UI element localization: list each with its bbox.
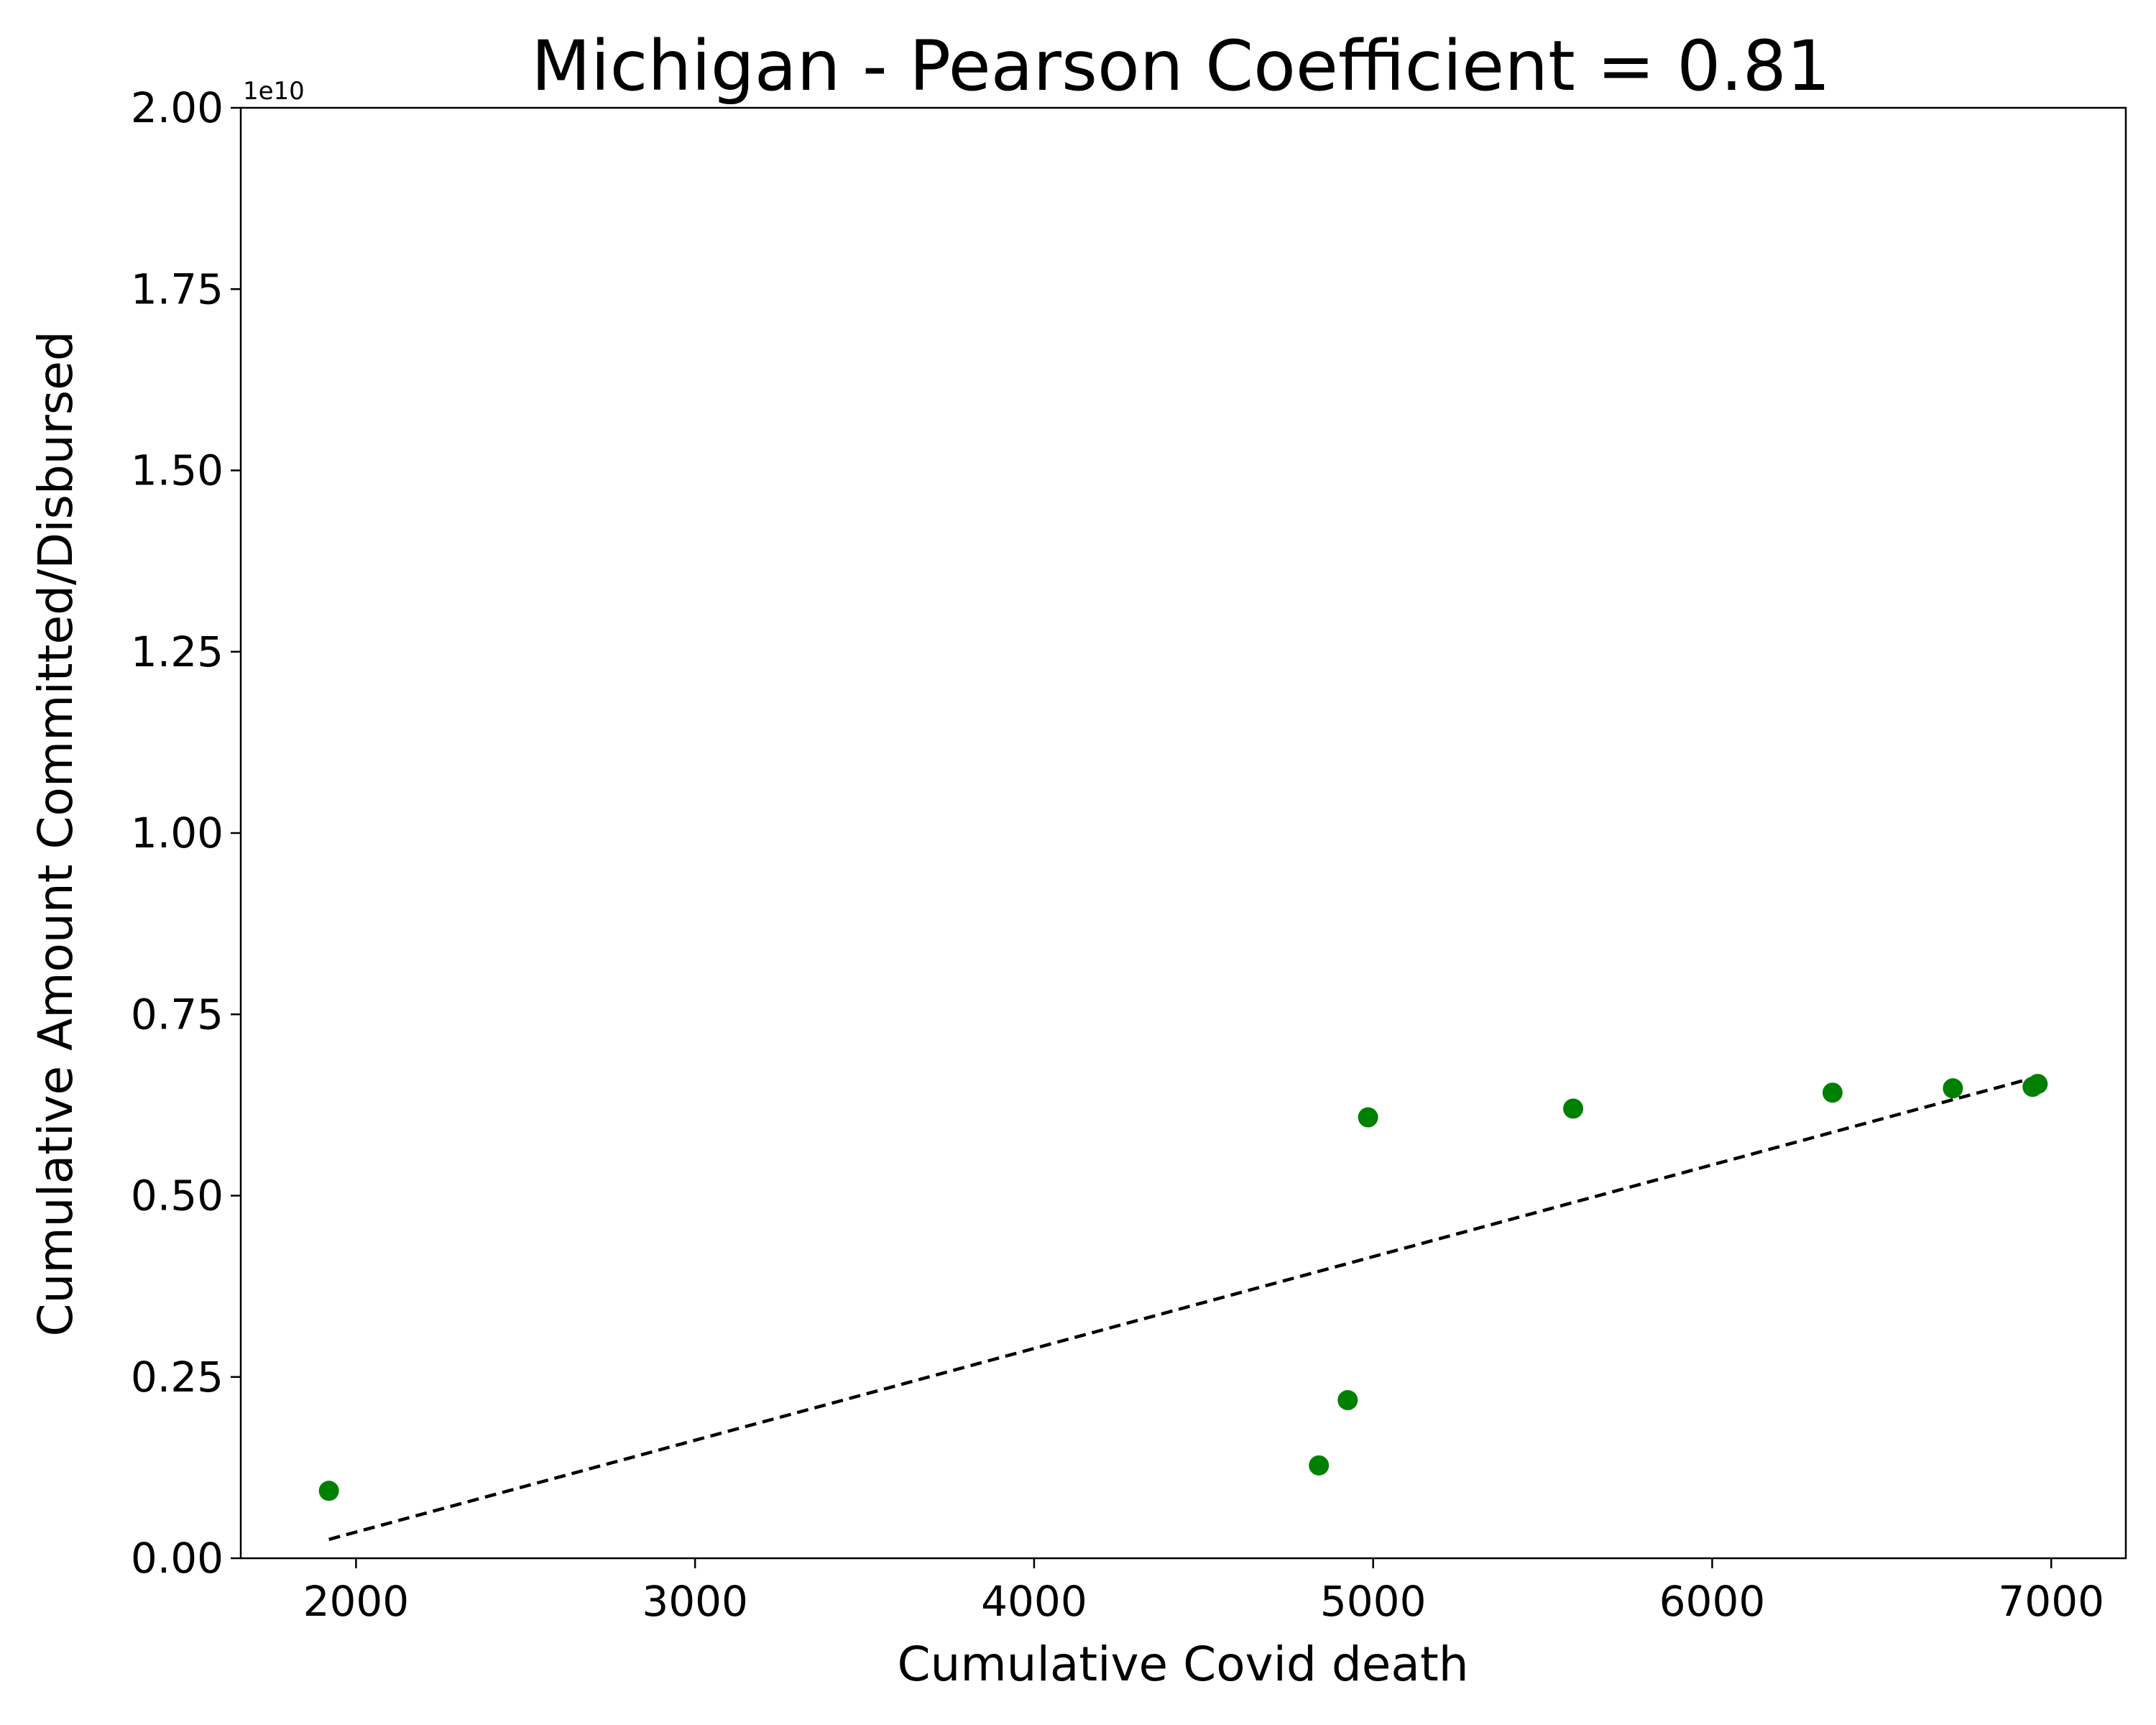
- y-axis-offset-label: 1e10: [243, 77, 305, 106]
- x-tick-label: 6000: [1659, 1577, 1766, 1626]
- data-point: [1822, 1082, 1843, 1103]
- y-tick-label: 1.00: [131, 809, 224, 857]
- y-tick-label: 1.75: [131, 264, 224, 313]
- data-point: [1337, 1390, 1358, 1411]
- data-point: [318, 1481, 339, 1501]
- x-tick-label: 5000: [1320, 1577, 1427, 1626]
- y-axis-ticks: 0.00 0.25 0.50 0.75 1.00 1.25 1.50 1.75 2.00: [131, 83, 241, 1583]
- plot-frame: [239, 106, 2127, 1560]
- x-axis-label: Cumulative Covid death: [897, 1637, 1468, 1692]
- data-point: [1358, 1107, 1378, 1128]
- y-axis-label: Cumulative Amount Committed/Disbursed: [28, 331, 83, 1336]
- y-tick-label: 0.00: [131, 1534, 224, 1583]
- x-tick-label: 2000: [303, 1577, 410, 1626]
- x-tick-label: 7000: [1998, 1577, 2104, 1626]
- data-point: [1309, 1455, 1330, 1476]
- y-tick-label: 0.25: [131, 1353, 224, 1402]
- y-tick-label: 0.50: [131, 1172, 224, 1220]
- y-tick-label: 2.00: [131, 83, 224, 132]
- y-tick-label: 1.50: [131, 446, 224, 495]
- data-points: [318, 1074, 2048, 1501]
- x-tick-label: 4000: [981, 1577, 1087, 1626]
- y-tick-label: 1.25: [131, 627, 224, 676]
- y-tick-label: 0.75: [131, 990, 224, 1039]
- data-point: [1563, 1098, 1584, 1119]
- data-point: [2027, 1074, 2048, 1095]
- x-tick-label: 3000: [642, 1577, 748, 1626]
- trendline: [328, 1075, 2038, 1541]
- chart-title: Michigan - Pearson Coefficient = 0.81: [531, 26, 1830, 106]
- x-axis-ticks: 2000 3000 4000 5000 6000 7000: [303, 1558, 2104, 1626]
- data-point: [1943, 1078, 1963, 1099]
